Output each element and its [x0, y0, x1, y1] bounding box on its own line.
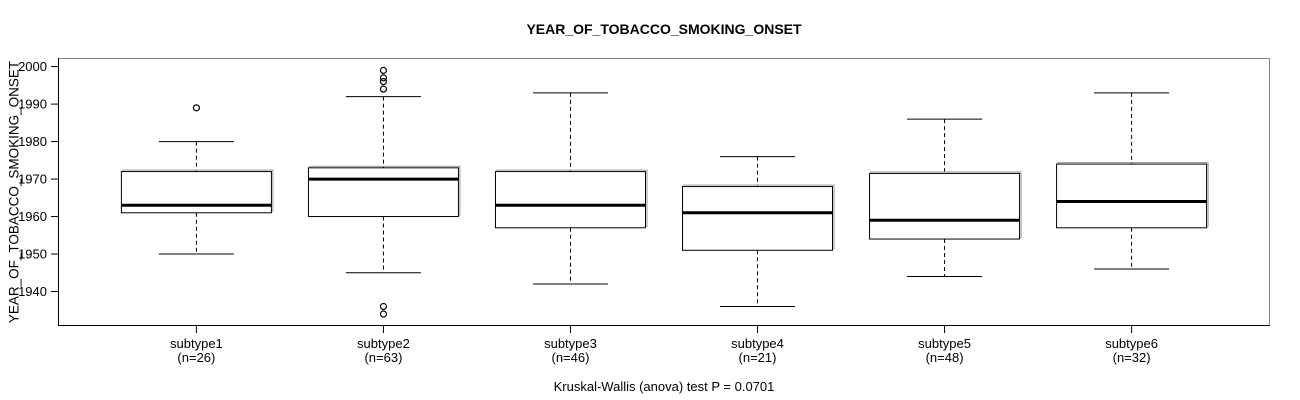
x-tick-label: subtype2: [357, 336, 410, 351]
stat-test-annotation: Kruskal-Wallis (anova) test P = 0.0701: [553, 379, 775, 394]
outlier-point: [379, 66, 388, 74]
iqr-box: [307, 167, 459, 218]
boxplot-subtype6: [1056, 92, 1209, 270]
x-tick-sublabel: (n=21): [739, 350, 777, 365]
x-tick-sublabel: (n=63): [364, 350, 402, 365]
x-tick-sublabel: (n=46): [552, 350, 590, 365]
outlier-point: [192, 104, 201, 112]
chart-title: YEAR_OF_TOBACCO_SMOKING_ONSET: [526, 21, 802, 37]
outlier-point: [379, 85, 388, 93]
outlier-point: [379, 302, 388, 311]
y-tick-label: 1940: [18, 284, 47, 299]
boxplot-subtype5: [869, 118, 1022, 278]
x-tick-label: subtype3: [544, 336, 597, 351]
boxplot-subtype4: [682, 156, 835, 308]
y-tick-label: 1990: [18, 97, 47, 112]
outlier-point: [379, 74, 388, 82]
y-tick-label: 1950: [18, 247, 47, 262]
iqr-box: [1056, 163, 1208, 229]
outlier-point: [379, 310, 388, 318]
x-tick-sublabel: (n=26): [177, 350, 215, 365]
boxplot-subtype1: [120, 104, 274, 255]
y-tick-label: 1970: [18, 172, 47, 187]
boxplot-subtype3: [494, 92, 648, 285]
x-tick-sublabel: (n=48): [926, 350, 964, 365]
x-tick-label: subtype4: [731, 336, 784, 351]
boxplot-subtype2: [307, 66, 461, 318]
y-tick-label: 1960: [18, 209, 47, 224]
x-tick-label: subtype1: [170, 336, 223, 351]
x-tick-label: subtype5: [918, 336, 971, 351]
x-tick-sublabel: (n=32): [1113, 350, 1151, 365]
y-tick-label: 2000: [18, 59, 47, 74]
outlier-point: [379, 78, 388, 86]
y-tick-label: 1980: [18, 134, 47, 149]
boxplot-canvas: 1940195019601970198019902000subtype1(n=2…: [18, 58, 1270, 365]
iqr-box: [869, 172, 1021, 240]
x-tick-label: subtype6: [1105, 336, 1158, 351]
iqr-box: [494, 171, 646, 229]
iqr-box: [682, 186, 834, 251]
